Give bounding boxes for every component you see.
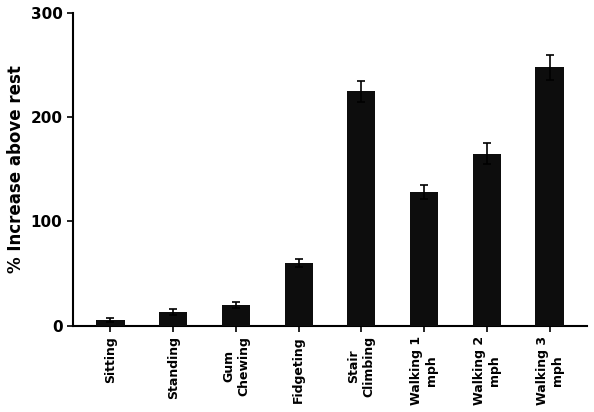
Bar <box>473 154 501 325</box>
Bar <box>96 320 125 325</box>
Bar <box>535 67 564 325</box>
Y-axis label: % Increase above rest: % Increase above rest <box>7 65 25 273</box>
Bar <box>347 91 375 325</box>
Bar <box>410 192 438 325</box>
Bar <box>222 305 250 325</box>
Bar <box>159 312 187 325</box>
Bar <box>285 263 312 325</box>
